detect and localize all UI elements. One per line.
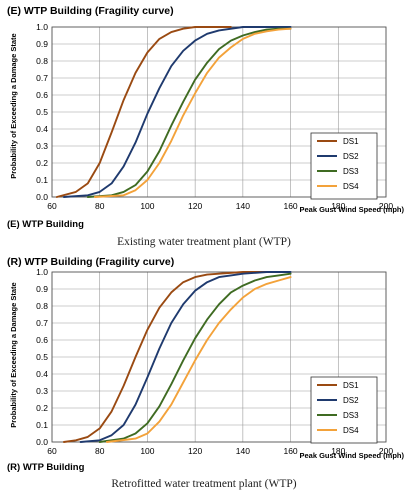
x-tick-label: 80 [95,446,105,456]
x-tick-label: 180 [331,446,345,456]
chart-title: (E) WTP Building (Fragility curve) [7,5,174,17]
y-tick-label: 0.5 [36,107,48,117]
x-tick-label: 160 [283,201,297,211]
y-tick-label: 0.1 [36,175,48,185]
y-tick-label: 0.1 [36,420,48,430]
y-tick-label: 0.8 [36,301,48,311]
y-tick-label: 0.9 [36,284,48,294]
legend: DS1 DS2 DS3 DS4 [310,376,378,444]
series-line-ds2 [62,26,292,198]
y-tick-label: 1.0 [36,267,48,277]
series-line-ds3 [98,272,292,443]
y-tick-label: 0.6 [36,90,48,100]
x-tick-label: 200 [379,446,393,456]
x-tick-label: 200 [379,201,393,211]
x-axis-label: Peak Gust Wind Speed (mph) [299,205,404,214]
y-tick-label: 0.9 [36,39,48,49]
legend-label-ds1: DS1 [343,137,359,146]
series-line-ds1 [55,26,232,198]
series-line-ds1 [62,271,268,443]
panel-footer: (R) WTP Building [7,462,85,473]
x-tick-label: 120 [188,446,202,456]
y-tick-label: 0.7 [36,318,48,328]
legend-label-ds3: DS3 [343,411,359,420]
legend: DS1 DS2 DS3 DS4 [310,132,378,200]
legend-box [310,376,378,444]
legend-label-ds1: DS1 [343,381,359,390]
y-tick-label: 0.4 [36,369,48,379]
x-tick-label: 60 [47,446,57,456]
y-axis-label: Probability of Exceeding a Damage State [9,282,18,427]
x-tick-label: 60 [47,201,57,211]
y-tick-label: 0.3 [36,141,48,151]
y-tick-label: 0.7 [36,73,48,83]
y-tick-label: 1.0 [36,22,48,32]
y-tick-label: 0.5 [36,352,48,362]
chart-existing-wtp: (E) WTP Building (Fragility curve) Proba… [7,5,404,248]
chart-retrofitted-wtp: (R) WTP Building (Fragility curve) Proba… [7,256,404,490]
legend-label-ds4: DS4 [343,426,359,435]
x-tick-label: 100 [140,446,154,456]
x-axis-label: Peak Gust Wind Speed (mph) [299,451,404,460]
series-line-ds2 [79,271,292,443]
y-tick-label: 0.8 [36,56,48,66]
legend-label-ds2: DS2 [343,152,359,161]
series-line-ds4 [105,276,292,443]
series-line-ds4 [93,27,292,198]
plot-frame [51,271,387,443]
x-tick-label: 180 [331,201,345,211]
y-tick-label: 0.6 [36,335,48,345]
y-tick-label: 0.0 [36,437,48,447]
y-tick-label: 0.2 [36,403,48,413]
y-tick-label: 0.3 [36,386,48,396]
legend-label-ds4: DS4 [343,182,359,191]
x-tick-label: 80 [95,201,105,211]
y-tick-label: 0.4 [36,124,48,134]
legend-box [310,132,378,200]
x-tick-label: 100 [140,201,154,211]
x-tick-label: 140 [236,201,250,211]
figure-caption: Retrofitted water treatment plant (WTP) [111,478,296,490]
x-tick-label: 140 [236,446,250,456]
y-axis-label: Probability of Exceeding a Damage State [9,33,18,178]
y-tick-label: 0.2 [36,158,48,168]
panel-footer: (E) WTP Building [7,219,84,230]
figure-caption: Existing water treatment plant (WTP) [117,236,291,248]
legend-label-ds3: DS3 [343,167,359,176]
y-tick-label: 0.0 [36,192,48,202]
x-tick-label: 120 [188,201,202,211]
series-line-ds3 [86,27,292,198]
chart-title: (R) WTP Building (Fragility curve) [7,256,174,268]
x-tick-label: 160 [283,446,297,456]
legend-label-ds2: DS2 [343,396,359,405]
